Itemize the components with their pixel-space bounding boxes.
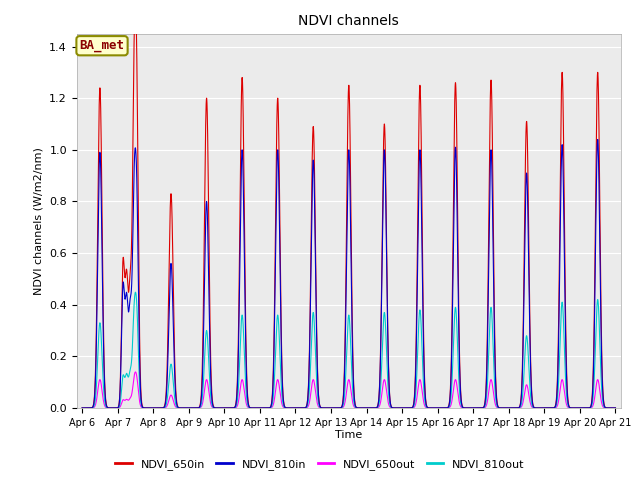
NDVI_650out: [132, 369, 140, 375]
NDVI_650in: [131, 0, 139, 2]
Line: NDVI_810in: NDVI_810in: [82, 140, 616, 408]
NDVI_650out: [498, 405, 506, 411]
NDVI_810in: [610, 405, 618, 411]
NDVI_650in: [612, 405, 620, 411]
NDVI_810in: [612, 405, 620, 411]
NDVI_650out: [612, 405, 620, 411]
NDVI_650in: [78, 405, 86, 411]
Line: NDVI_810out: NDVI_810out: [82, 292, 616, 408]
NDVI_810out: [610, 405, 618, 411]
NDVI_810in: [193, 405, 200, 411]
NDVI_810in: [498, 405, 506, 411]
NDVI_810in: [278, 364, 285, 370]
NDVI_650out: [422, 405, 430, 410]
X-axis label: Time: Time: [335, 431, 362, 441]
NDVI_810out: [187, 405, 195, 411]
Title: NDVI channels: NDVI channels: [298, 14, 399, 28]
NDVI_810out: [132, 289, 140, 295]
NDVI_650in: [187, 405, 195, 411]
NDVI_650out: [193, 405, 200, 411]
NDVI_810in: [422, 402, 430, 408]
NDVI_650out: [78, 405, 86, 411]
NDVI_810out: [278, 391, 285, 397]
Line: NDVI_650in: NDVI_650in: [82, 0, 616, 408]
NDVI_810in: [78, 405, 86, 411]
NDVI_810in: [594, 137, 602, 143]
NDVI_810out: [612, 405, 620, 411]
NDVI_650in: [610, 405, 618, 411]
NDVI_810out: [193, 405, 200, 411]
NDVI_810out: [498, 405, 506, 411]
NDVI_650out: [187, 405, 195, 411]
Line: NDVI_650out: NDVI_650out: [82, 372, 616, 408]
NDVI_650in: [193, 405, 200, 411]
NDVI_810in: [187, 405, 195, 411]
Legend: NDVI_650in, NDVI_810in, NDVI_650out, NDVI_810out: NDVI_650in, NDVI_810in, NDVI_650out, NDV…: [111, 455, 529, 474]
NDVI_650out: [610, 405, 618, 411]
NDVI_650in: [278, 359, 285, 364]
NDVI_810out: [78, 405, 86, 411]
Y-axis label: NDVI channels (W/m2/nm): NDVI channels (W/m2/nm): [34, 147, 44, 295]
Text: BA_met: BA_met: [79, 39, 125, 52]
NDVI_650out: [278, 401, 285, 407]
NDVI_650in: [498, 405, 506, 411]
NDVI_810out: [422, 404, 430, 410]
NDVI_650in: [422, 401, 430, 407]
